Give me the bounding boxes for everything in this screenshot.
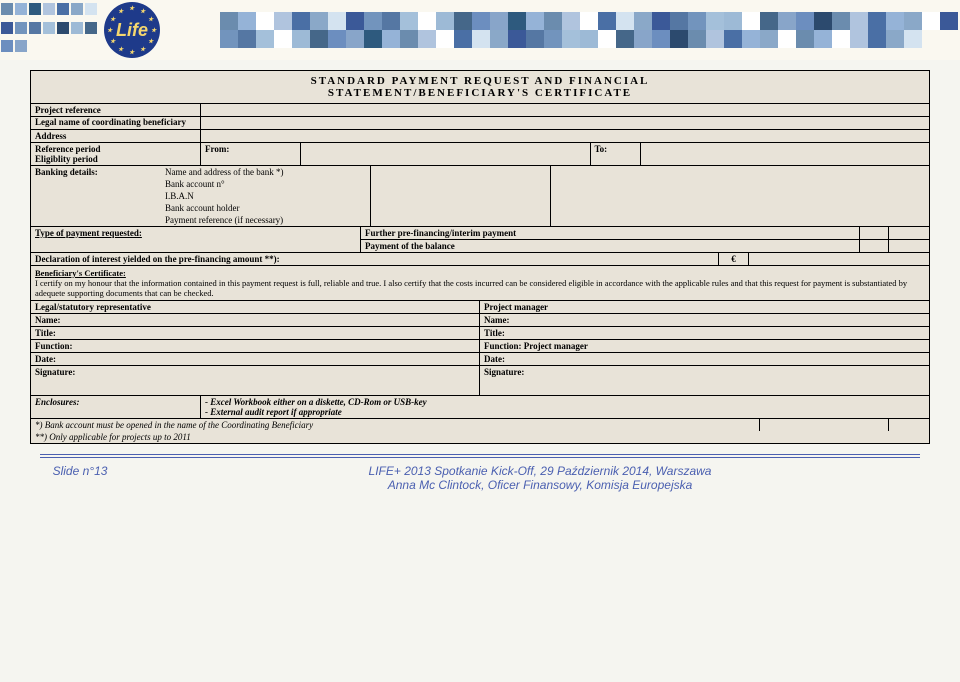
- label-function-right: Function: Project manager: [480, 340, 929, 352]
- label-to: To:: [591, 143, 641, 165]
- label-legal-rep: Legal/statutory representative: [31, 301, 480, 313]
- decorative-squares-right: [220, 12, 960, 48]
- payment-form: STANDARD PAYMENT REQUEST AND FINANCIAL S…: [30, 70, 930, 444]
- label-address: Address: [31, 130, 201, 142]
- checkbox-further[interactable]: [859, 227, 889, 239]
- slide-footer: Slide n°13 LIFE+ 2013 Spotkanie Kick-Off…: [0, 458, 960, 498]
- label-title-left: Title:: [31, 327, 480, 339]
- field-pay-ref[interactable]: [371, 214, 551, 226]
- form-content: STANDARD PAYMENT REQUEST AND FINANCIAL S…: [0, 60, 960, 444]
- label-bank-acct: Bank account n°: [161, 178, 371, 190]
- field-interest-amount[interactable]: [749, 253, 929, 265]
- field-bank-acct[interactable]: [371, 178, 551, 190]
- label-from: From:: [201, 143, 301, 165]
- top-header-bar: Life ★★★★★★★★★★★★: [0, 0, 960, 60]
- label-project-reference: Project reference: [31, 104, 201, 116]
- field-to[interactable]: [641, 143, 930, 165]
- label-signature-left: Signature:: [31, 366, 480, 395]
- label-name-left: Name:: [31, 314, 480, 326]
- label-function-left: Function:: [31, 340, 480, 352]
- cert-title: Beneficiary's Certificate:: [35, 268, 925, 278]
- footer-center: LIFE+ 2013 Spotkanie Kick-Off, 29 Paździ…: [120, 464, 960, 492]
- beneficiary-certificate: Beneficiary's Certificate: I certify on …: [31, 266, 929, 301]
- label-iban: I.B.A.N: [161, 190, 371, 202]
- label-further-prefinancing: Further pre-financing/interim payment: [361, 227, 859, 239]
- field-project-reference[interactable]: [201, 104, 929, 116]
- label-date-left: Date:: [31, 353, 480, 365]
- euro-symbol: €: [719, 253, 749, 265]
- form-title: STANDARD PAYMENT REQUEST AND FINANCIAL S…: [31, 71, 929, 104]
- field-legal-name[interactable]: [201, 117, 929, 129]
- label-enclosures: Enclosures:: [31, 396, 201, 418]
- checkbox-balance[interactable]: [859, 240, 889, 252]
- field-address[interactable]: [201, 130, 929, 142]
- slide-number: Slide n°13: [0, 464, 120, 492]
- label-declaration: Declaration of interest yielded on the p…: [31, 253, 719, 265]
- label-name-right: Name:: [480, 314, 929, 326]
- field-from[interactable]: [301, 143, 591, 165]
- field-holder[interactable]: [371, 202, 551, 214]
- label-holder: Bank account holder: [161, 202, 371, 214]
- payment-type-options: Further pre-financing/interim payment Pa…: [361, 227, 929, 252]
- label-ref-period: Reference period Eligiblity period: [31, 143, 201, 165]
- label-balance: Payment of the balance: [361, 240, 859, 252]
- footnote-bank: *) Bank account must be opened in the na…: [31, 419, 759, 431]
- label-signature-right: Signature:: [480, 366, 929, 395]
- logo-stars: ★★★★★★★★★★★★: [104, 2, 160, 58]
- label-type-requested: Type of payment requested:: [31, 227, 361, 252]
- life-logo: Life ★★★★★★★★★★★★: [104, 2, 160, 58]
- field-iban[interactable]: [371, 190, 551, 202]
- field-bank-name[interactable]: [371, 166, 551, 178]
- enclosures-list: - Excel Workbook either on a diskette, C…: [201, 396, 929, 418]
- label-title-right: Title:: [480, 327, 929, 339]
- decorative-squares-left: [0, 2, 100, 58]
- label-legal-name: Legal name of coordinating beneficiary: [31, 117, 201, 129]
- label-bank-name: Name and address of the bank *): [161, 166, 371, 178]
- label-date-right: Date:: [480, 353, 929, 365]
- label-pay-ref: Payment reference (if necessary): [161, 214, 371, 226]
- cert-text: I certify on my honour that the informat…: [35, 278, 925, 298]
- label-project-manager: Project manager: [480, 301, 929, 313]
- footnote-2011: **) Only applicable for projects up to 2…: [31, 431, 759, 443]
- label-banking: Banking details:: [31, 166, 161, 178]
